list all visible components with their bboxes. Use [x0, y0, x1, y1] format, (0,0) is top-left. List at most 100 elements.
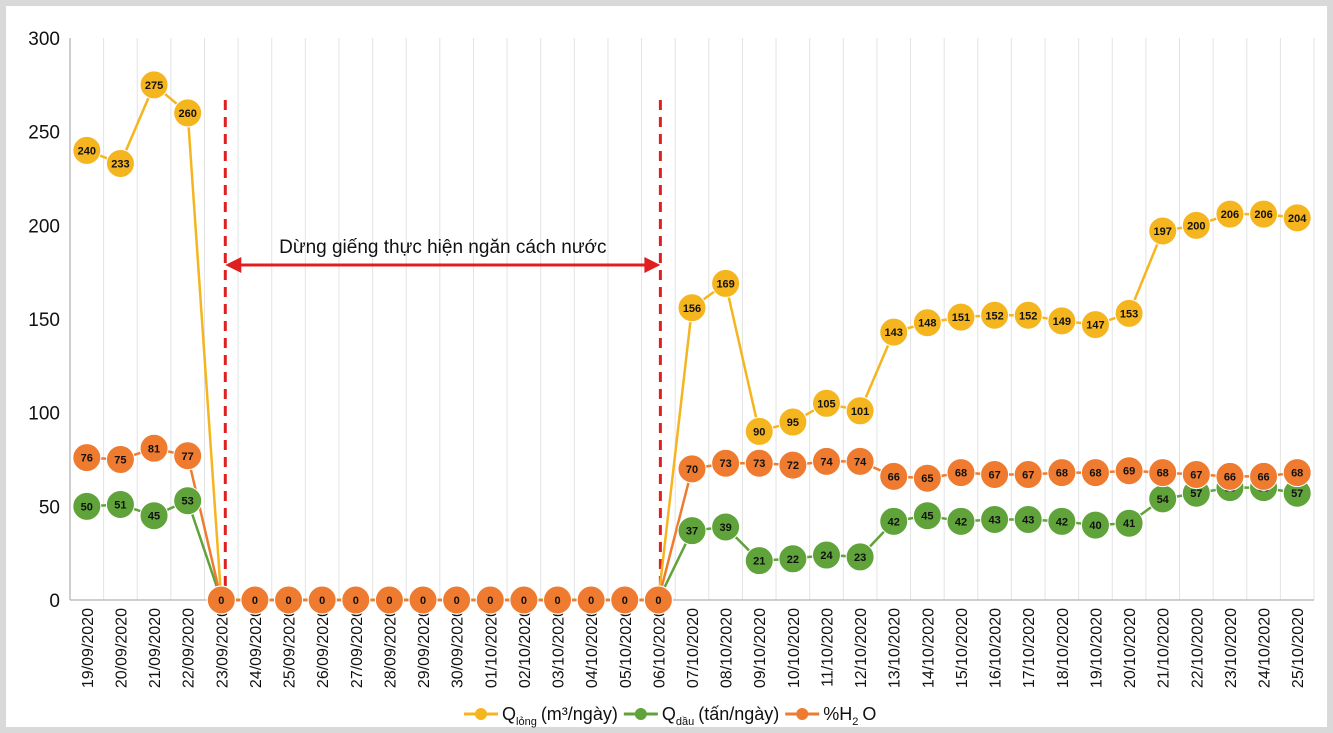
- data-label-q_dau: 42: [1056, 516, 1068, 528]
- data-point-q_long: [778, 407, 808, 437]
- data-label-q_long: 101: [851, 406, 869, 418]
- data-point-q_dau: [946, 506, 976, 536]
- data-label-h2o: 68: [1157, 468, 1169, 480]
- x-tick-label: 02/10/2020: [517, 608, 534, 688]
- data-label-q_long: 169: [716, 278, 734, 290]
- y-tick-label: 50: [39, 497, 60, 518]
- data-point-h2o: [1047, 458, 1077, 488]
- x-tick-label: 07/10/2020: [685, 608, 702, 688]
- data-point-q_long: [1282, 203, 1312, 233]
- series-group: 240 233 275 260 0 0 0 0 0 0 0 0 0 0 0 0 0 0 156 169 90 95 105 1…: [72, 70, 1312, 615]
- data-label-q_long: 206: [1254, 209, 1272, 221]
- data-label-q_dau: 53: [182, 496, 194, 508]
- x-tick-label: 13/10/2020: [887, 608, 904, 688]
- x-tick-label: 26/09/2020: [315, 608, 332, 688]
- data-point-q_dau: [1047, 506, 1077, 536]
- data-label-h2o: 67: [1190, 469, 1202, 481]
- x-tick-label: 05/10/2020: [618, 608, 635, 688]
- data-label-q_long: 90: [753, 426, 765, 438]
- data-label-q_long: 149: [1053, 316, 1071, 328]
- data-label-q_long: 105: [817, 398, 835, 410]
- data-point-h2o: [105, 445, 135, 474]
- data-point-h2o: [744, 448, 774, 478]
- data-label-q_dau: 21: [753, 556, 765, 568]
- data-point-h2o: [173, 441, 203, 471]
- data-point-q_long: [744, 416, 774, 446]
- data-point-h2o: [1080, 458, 1110, 488]
- data-point-q_long: [1181, 210, 1211, 240]
- data-point-h2o: [509, 585, 539, 615]
- data-point-h2o: [677, 454, 707, 484]
- y-tick-label: 200: [28, 216, 60, 237]
- x-tick-label: 23/10/2020: [1223, 608, 1240, 688]
- annotation-arrowhead: [644, 257, 661, 273]
- legend-item-q_long: Qlỏng (m³/ngày): [464, 704, 618, 728]
- legend-item-h2o: %H2 O: [785, 704, 876, 728]
- data-label-h2o: 70: [686, 464, 698, 476]
- data-point-h2o: [811, 446, 841, 476]
- data-label-h2o: 0: [319, 595, 325, 607]
- data-label-q_long: 197: [1154, 226, 1172, 238]
- data-label-q_dau: 43: [1022, 514, 1034, 526]
- data-point-q_long: [1080, 310, 1110, 340]
- legend: Qlỏng (m³/ngày) Qdầu (tấn/ngày) %H2 O: [464, 704, 876, 728]
- x-tick-label: 24/09/2020: [248, 608, 265, 688]
- data-point-q_dau: [980, 504, 1010, 534]
- x-tick-label: 29/09/2020: [416, 608, 433, 688]
- data-point-h2o: [475, 585, 505, 615]
- data-label-h2o: 76: [81, 453, 93, 465]
- data-point-q_dau: [1013, 504, 1043, 534]
- data-label-h2o: 0: [285, 595, 291, 607]
- legend-item-q_dau: Qdầu (tấn/ngày): [623, 704, 779, 728]
- x-tick-label: 11/10/2020: [819, 608, 836, 687]
- data-label-h2o: 0: [588, 595, 594, 607]
- data-label-h2o: 74: [820, 456, 833, 468]
- data-point-h2o: [139, 433, 169, 463]
- data-point-h2o: [778, 450, 808, 480]
- data-label-h2o: 0: [386, 595, 392, 607]
- data-label-h2o: 66: [1224, 471, 1236, 483]
- data-label-h2o: 69: [1123, 466, 1135, 478]
- x-tick-label: 30/09/2020: [450, 608, 467, 688]
- data-point-h2o: [576, 585, 606, 615]
- data-label-q_dau: 43: [988, 514, 1000, 526]
- data-label-q_long: 156: [683, 303, 701, 315]
- data-point-h2o: [980, 459, 1010, 489]
- data-point-h2o: [643, 585, 673, 615]
- x-tick-label: 06/10/2020: [651, 608, 668, 688]
- x-tick-label: 10/10/2020: [786, 608, 803, 688]
- x-tick-label: 25/10/2020: [1290, 608, 1307, 688]
- x-tick-label: 19/09/2020: [80, 608, 97, 688]
- data-label-h2o: 67: [988, 469, 1000, 481]
- x-tick-label: 12/10/2020: [853, 608, 870, 688]
- data-point-q_dau: [1114, 508, 1144, 538]
- data-label-q_long: 204: [1288, 213, 1307, 225]
- data-label-h2o: 73: [719, 458, 731, 470]
- y-tick-label: 250: [28, 123, 60, 144]
- data-label-q_dau: 37: [686, 526, 698, 538]
- data-point-q_dau: [778, 544, 808, 574]
- data-label-q_long: 206: [1221, 209, 1239, 221]
- data-label-q_long: 95: [787, 417, 799, 429]
- data-label-h2o: 77: [182, 451, 194, 463]
- data-point-q_dau: [1080, 510, 1110, 540]
- data-point-h2o: [72, 443, 102, 473]
- data-label-q_dau: 50: [81, 501, 93, 513]
- data-label-h2o: 0: [622, 595, 628, 607]
- x-tick-label: 22/09/2020: [181, 608, 198, 688]
- data-point-h2o: [206, 585, 236, 615]
- x-tick-label: 16/10/2020: [988, 608, 1005, 688]
- legend-label: Qdầu (tấn/ngày): [662, 704, 779, 728]
- data-point-h2o: [1181, 459, 1211, 489]
- data-label-h2o: 74: [854, 456, 867, 468]
- data-label-h2o: 0: [218, 595, 224, 607]
- data-point-q_dau: [72, 491, 102, 521]
- data-point-h2o: [879, 461, 909, 491]
- data-label-q_long: 151: [952, 312, 970, 324]
- data-label-h2o: 68: [955, 468, 967, 480]
- data-point-q_dau: [139, 501, 169, 531]
- data-label-q_dau: 57: [1190, 488, 1202, 500]
- data-point-q_long: [1215, 199, 1245, 229]
- x-tick-label: 25/09/2020: [282, 608, 299, 688]
